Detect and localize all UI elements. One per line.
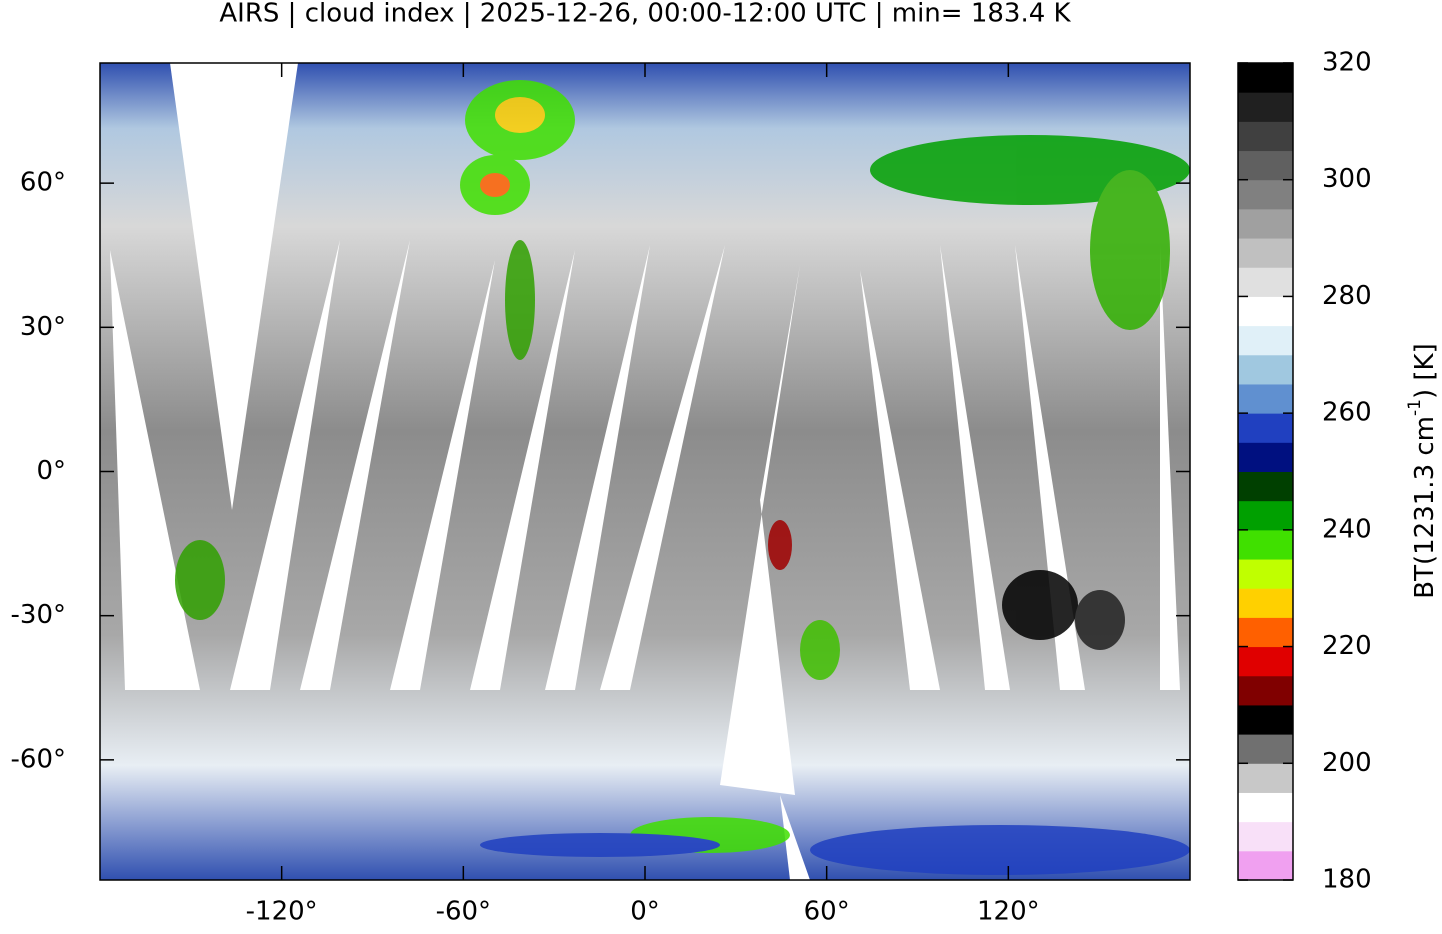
colorbar-swatch — [1238, 500, 1293, 531]
colorbar-swatch — [1238, 646, 1293, 677]
y-tick-label: 60° — [20, 168, 66, 198]
colorbar-swatch — [1238, 529, 1293, 560]
colorbar-swatch — [1238, 559, 1293, 589]
x-tick-label: 120° — [977, 897, 1040, 927]
colorbar-swatch — [1238, 121, 1293, 152]
colorbar-swatch — [1238, 704, 1293, 735]
colorbar-swatch — [1238, 92, 1293, 122]
colorbar-swatch — [1238, 354, 1293, 385]
colorbar-tick-label: 240 — [1322, 514, 1372, 544]
colorbar-swatch — [1238, 792, 1293, 823]
colorbar-label: BT(1231.3 cm-1) [K] — [1405, 343, 1440, 598]
colorbar-swatch — [1238, 179, 1293, 210]
colorbar-swatch — [1238, 850, 1293, 881]
y-tick-label: 30° — [20, 312, 66, 342]
colorbar-tick-label: 280 — [1322, 281, 1372, 311]
colorbar-swatch — [1238, 588, 1293, 618]
title: AIRS | cloud index | 2025-12-26, 00:00-1… — [219, 0, 1071, 29]
map-imagery — [100, 63, 1190, 880]
colorbar-swatch — [1238, 471, 1293, 502]
colorbar-swatch — [1238, 763, 1293, 793]
colorbar-tick-label: 180 — [1322, 865, 1372, 895]
y-tick-label: -60° — [11, 744, 66, 774]
colorbar-swatch — [1238, 734, 1293, 764]
colorbar-swatch — [1238, 150, 1293, 181]
y-tick-label: -30° — [11, 600, 66, 630]
colorbar-swatch — [1238, 208, 1293, 239]
colorbar-tick-label: 260 — [1322, 398, 1372, 428]
label-main: BT(1231.3 cm — [1410, 416, 1440, 599]
label-end: ) [K] — [1410, 343, 1440, 399]
colorbar-swatch — [1238, 325, 1293, 356]
colorbar-swatch — [1238, 296, 1293, 327]
colorbar-swatch — [1238, 821, 1293, 852]
colorbar-tick-label: 300 — [1322, 164, 1372, 194]
colorbar-tick-label: 220 — [1322, 631, 1372, 661]
colorbar-swatch — [1238, 617, 1293, 648]
colorbar-swatch — [1238, 63, 1293, 93]
x-tick-label: 60° — [804, 897, 850, 927]
x-tick-label: 0° — [630, 897, 660, 927]
colorbar-swatch — [1238, 238, 1293, 268]
colorbar-swatch — [1238, 675, 1293, 706]
colorbar-swatch — [1238, 267, 1293, 297]
colorbar-swatch — [1238, 442, 1293, 472]
x-tick-label: -60° — [436, 897, 491, 927]
x-tick-label: -120° — [246, 897, 318, 927]
y-tick-label: 0° — [36, 456, 66, 486]
colorbar-tick-label: 320 — [1322, 48, 1372, 78]
colorbar-swatch — [1238, 413, 1293, 443]
colorbar-frame — [1237, 62, 1294, 881]
colorbar-swatch — [1238, 383, 1293, 414]
label-sup: -1 — [1405, 399, 1425, 416]
colorbar-tick-label: 200 — [1322, 748, 1372, 778]
